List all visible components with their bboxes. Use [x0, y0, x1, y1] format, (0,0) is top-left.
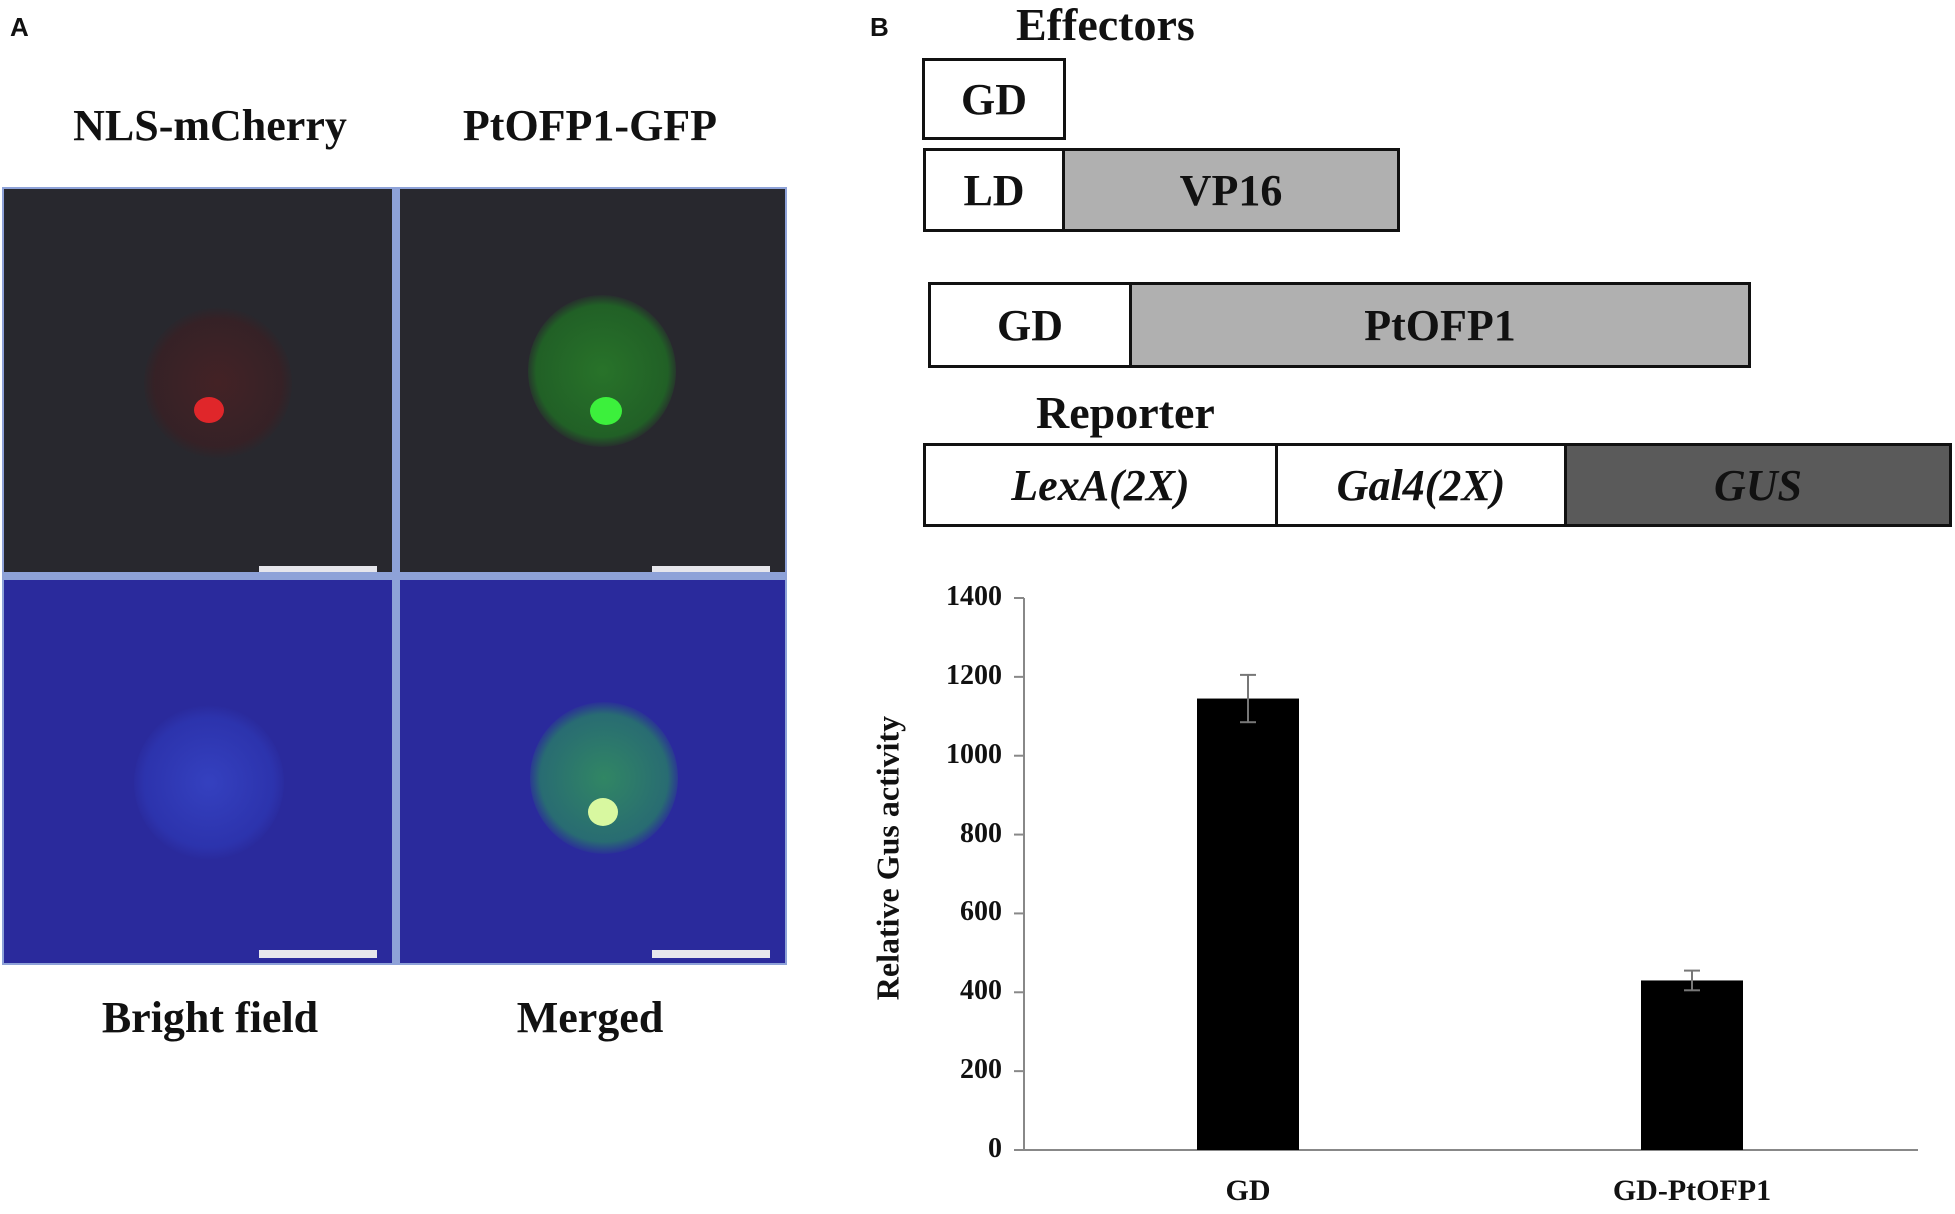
x-tick-label: GD: [1225, 1174, 1271, 1207]
cell-merged: [530, 702, 678, 854]
label-ptofp1-gfp: PtOFP1-GFP: [462, 101, 718, 150]
y-tick-label: 1200: [946, 659, 1002, 691]
y-tick-label: 200: [960, 1054, 1002, 1086]
y-tick-label: 0: [988, 1133, 1002, 1164]
construct-ld: LD: [923, 148, 1065, 232]
bar-chart: [1014, 597, 1918, 1151]
label-nls-mcherry: NLS-mCherry: [73, 101, 347, 150]
reporter-lexa: LexA(2X): [923, 443, 1278, 527]
scale-bar: [259, 950, 377, 958]
construct-gd: GD: [922, 58, 1066, 140]
construct-ptofp1: PtOFP1: [1129, 282, 1751, 368]
nucleus-red: [194, 397, 224, 423]
y-tick-label: 1000: [946, 738, 1002, 770]
scale-bar: [652, 950, 770, 958]
y-tick-label: 400: [960, 975, 1002, 1007]
bar-gd-ptofp1: [1641, 980, 1743, 1150]
reporter-title: Reporter: [1036, 387, 1215, 438]
scale-bar: [259, 566, 377, 572]
bright-field-image: [4, 580, 392, 963]
y-tick-label: 1400: [946, 581, 1002, 612]
reporter-gal4: Gal4(2X): [1275, 443, 1567, 527]
gfp-image: [400, 189, 785, 572]
nucleus-green: [590, 397, 622, 425]
y-tick-label: 600: [960, 896, 1002, 928]
merged-image: [400, 580, 785, 963]
cell-bright-field: [134, 705, 284, 860]
y-tick-label: 800: [960, 817, 1002, 849]
label-merged: Merged: [516, 993, 664, 1042]
label-bright-field: Bright field: [101, 993, 319, 1042]
reporter-gus: GUS: [1564, 443, 1952, 527]
nucleus-merged: [588, 798, 618, 826]
microscopy-grid: [2, 187, 787, 965]
construct-gd-fusion: GD: [928, 282, 1132, 368]
mcherry-image: [4, 189, 392, 572]
effectors-title: Effectors: [1016, 0, 1195, 50]
x-tick-label: GD-PtOFP1: [1612, 1174, 1772, 1207]
panel-a-letter: A: [10, 12, 29, 42]
chart-y-axis-label: Relative Gus activity: [869, 715, 906, 1001]
cell-outline-red: [144, 307, 292, 459]
bar-gd: [1197, 698, 1299, 1150]
scale-bar: [652, 566, 770, 572]
construct-vp16: VP16: [1062, 148, 1400, 232]
panel-b-letter: B: [870, 12, 889, 42]
